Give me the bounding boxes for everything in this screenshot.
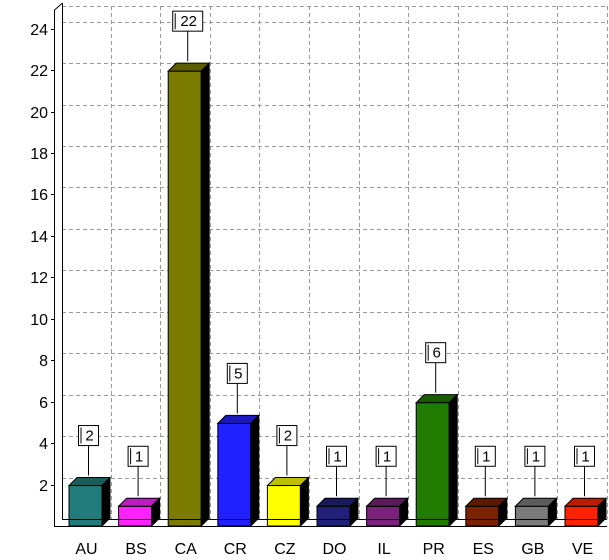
data-label-ca: 22	[172, 10, 204, 62]
data-label-text: 1	[581, 448, 589, 465]
data-label-pr: 6	[425, 342, 447, 393]
data-label-il: 1	[375, 445, 397, 497]
x-tick-label: VE	[572, 541, 593, 558]
bar-il	[365, 497, 409, 528]
x-tick-label: PR	[423, 541, 445, 558]
y-tick-label: 18	[30, 146, 48, 163]
x-tick-label: CA	[175, 541, 198, 558]
bar-cr	[216, 414, 261, 528]
bar-bs	[117, 497, 161, 528]
x-tick-label: ES	[473, 541, 494, 558]
y-tick-label: 6	[39, 395, 48, 412]
x-tick-label: BS	[125, 541, 146, 558]
bar-side	[101, 476, 111, 528]
data-label-text: 2	[85, 428, 93, 445]
bar-pr	[414, 393, 459, 528]
data-label-cz: 2	[276, 425, 298, 476]
data-label-es: 1	[474, 445, 496, 497]
data-label-do: 1	[326, 445, 347, 497]
y-tick-label: 22	[30, 63, 48, 80]
data-label-text: 1	[383, 448, 391, 465]
bar-cz	[266, 476, 310, 528]
bar-front	[118, 505, 153, 527]
bar-front	[465, 505, 500, 527]
bar-gb	[514, 497, 558, 528]
data-label-text: 1	[135, 448, 143, 465]
y-tick-label: 24	[30, 22, 48, 39]
bars	[67, 61, 608, 528]
bar-side	[448, 393, 458, 528]
data-label-gb: 1	[524, 445, 546, 497]
data-label-text: 6	[433, 345, 441, 362]
bar-front	[167, 70, 202, 527]
bar-front	[316, 505, 351, 527]
data-label-au: 2	[78, 425, 99, 476]
bar-front	[514, 505, 549, 527]
x-tick-label: IL	[377, 541, 390, 558]
bar-ca	[166, 61, 211, 528]
data-label-ve: 1	[574, 445, 595, 497]
x-tick-label: GB	[521, 541, 544, 558]
bar-front	[564, 505, 599, 527]
bar-front	[415, 402, 450, 527]
y-tick-label: 14	[30, 229, 48, 246]
bar-side	[250, 414, 260, 528]
grid	[62, 6, 608, 519]
y-tick-label: 10	[30, 312, 48, 329]
data-label-text: 1	[333, 448, 341, 465]
data-label-text: 1	[532, 448, 540, 465]
data-label-cr: 5	[226, 362, 248, 414]
data-label-text: 5	[234, 365, 242, 382]
x-tick-label: DO	[323, 541, 347, 558]
bar-ve	[563, 497, 608, 528]
data-label-text: 22	[180, 13, 197, 30]
bar-side	[200, 61, 210, 528]
data-label-text: 1	[482, 448, 490, 465]
bar-do	[315, 497, 360, 528]
y-tick-label: 8	[39, 353, 48, 370]
y-tick-label: 16	[30, 187, 48, 204]
bar-au	[67, 476, 112, 528]
x-tick-label: AU	[75, 541, 97, 558]
y-tick-label: 20	[30, 105, 48, 122]
y-axis-top-edge	[54, 2, 63, 11]
data-label-text: 2	[284, 428, 292, 445]
bar-es	[464, 497, 509, 528]
x-tick-label: CZ	[274, 541, 296, 558]
bar-front	[217, 422, 252, 527]
bar-front	[366, 505, 401, 527]
x-tick-label: CR	[224, 541, 247, 558]
y-tick-label: 2	[39, 478, 48, 495]
data-label-bs: 1	[127, 445, 149, 497]
bar-side	[299, 476, 309, 528]
y-tick-label: 4	[39, 436, 48, 453]
y-tick-label: 12	[30, 270, 48, 287]
